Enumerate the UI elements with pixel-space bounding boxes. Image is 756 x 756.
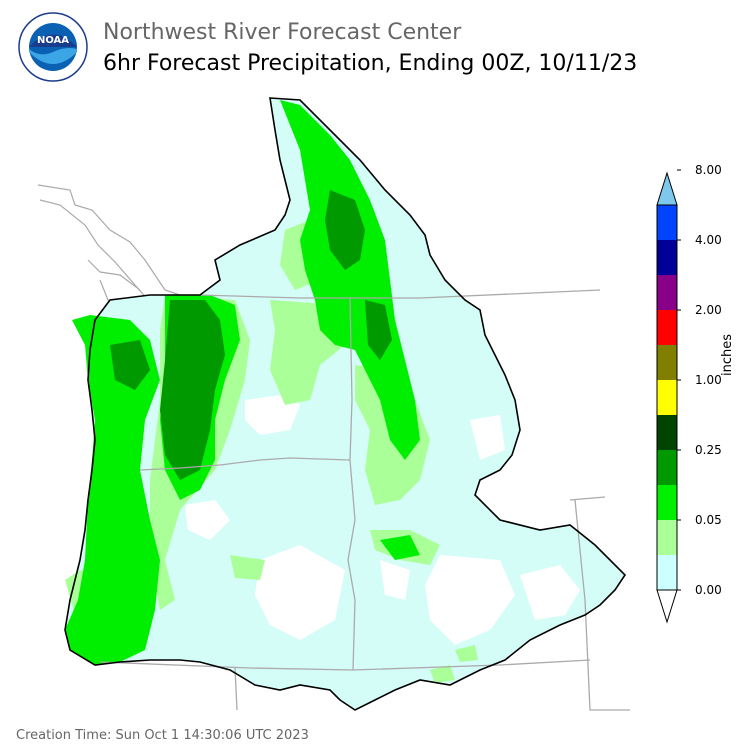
legend-color-box — [657, 415, 677, 450]
legend-color-box — [657, 450, 677, 485]
noaa-logo: NOAA — [18, 12, 88, 82]
precipitation-map — [37, 97, 630, 711]
precip-legend: 0.00 0.05 0.25 1.00 2.00 4.00 8.00 — [656, 165, 722, 624]
legend-tick-label: 1.00 — [695, 373, 722, 387]
zero-precip-patches — [185, 395, 580, 645]
basin-boundary — [64, 97, 627, 711]
legend-tick-label: 2.00 — [695, 303, 722, 317]
noaa-logo-text: NOAA — [37, 35, 69, 46]
legend-arrow-top — [656, 171, 678, 206]
legend-units-label: inches — [720, 333, 735, 376]
legend-ticks: 0.00 0.05 0.25 1.00 2.00 4.00 8.00 — [677, 165, 722, 597]
legend-color-box — [657, 555, 677, 590]
legend-color-box — [657, 520, 677, 555]
coastline-outline — [37, 184, 181, 306]
legend-tick-label: 0.05 — [695, 513, 722, 527]
legend-color-box — [657, 380, 677, 415]
dark-green-precip — [110, 190, 392, 480]
basin-area — [65, 98, 625, 710]
legend-tick-label: 0.25 — [695, 443, 722, 457]
legend-color-box — [657, 275, 677, 310]
legend-outline — [656, 204, 678, 591]
legend-color-segments — [656, 171, 678, 624]
legend-color-box — [657, 310, 677, 345]
page-title: Northwest River Forecast Center — [103, 20, 462, 45]
legend-tick-label: 0.00 — [695, 583, 722, 597]
legend-color-box — [657, 240, 677, 275]
page-subtitle: 6hr Forecast Precipitation, Ending 00Z, … — [103, 51, 638, 76]
legend-color-box — [657, 485, 677, 520]
legend-tick-label: 8.00 — [695, 165, 722, 177]
legend-arrow-bottom — [656, 589, 678, 624]
legend-color-box — [657, 345, 677, 380]
legend-tick-label: 4.00 — [695, 233, 722, 247]
creation-time: Creation Time: Sun Oct 1 14:30:06 UTC 20… — [16, 728, 309, 743]
legend-color-box — [657, 205, 677, 240]
